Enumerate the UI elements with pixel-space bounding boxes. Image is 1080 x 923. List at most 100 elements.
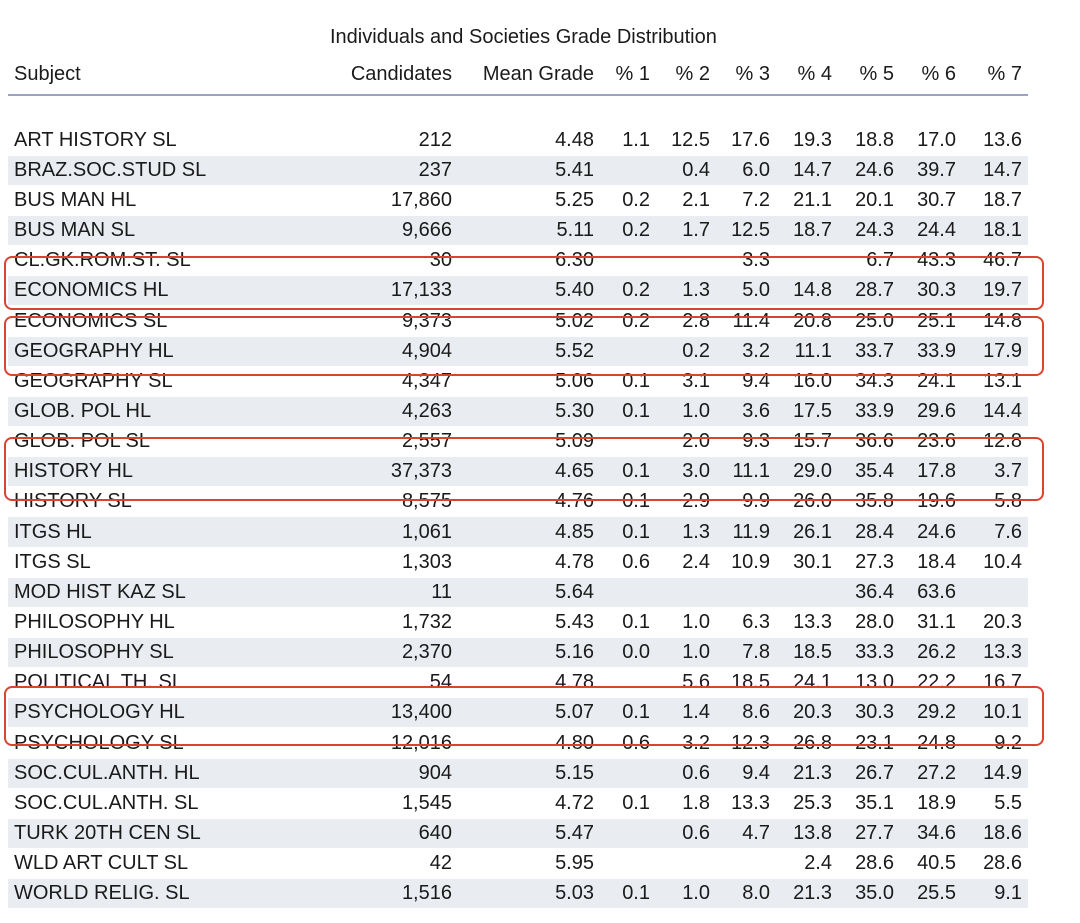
value-cell: 3.2	[716, 336, 776, 367]
value-cell: 4.76	[458, 486, 600, 518]
value-cell	[600, 818, 656, 850]
value-cell: 18.5	[716, 667, 776, 699]
value-cell	[656, 577, 716, 608]
value-cell: 25.0	[838, 305, 900, 337]
value-cell: 2.4	[656, 547, 716, 578]
value-cell: 29.2	[900, 697, 962, 729]
value-cell: 0.2	[600, 185, 656, 217]
value-cell: 29.6	[900, 396, 962, 428]
value-cell: 54	[268, 667, 458, 699]
value-cell: 0.1	[600, 607, 656, 639]
value-cell: 5.16	[458, 637, 600, 669]
value-cell: 46.7	[962, 245, 1028, 277]
value-cell: 22.2	[900, 667, 962, 699]
value-cell: 6.7	[838, 245, 900, 277]
subject-cell: PHILOSOPHY HL	[8, 607, 268, 639]
value-cell	[716, 577, 776, 608]
subject-cell: ECONOMICS HL	[8, 275, 268, 307]
value-cell: 10.4	[962, 547, 1028, 578]
grade-distribution-table: Subject Candidates Mean Grade % 1 % 2 % …	[8, 54, 1028, 910]
value-cell: 5.8	[962, 486, 1028, 518]
value-cell: 4.65	[458, 456, 600, 488]
value-cell: 9.9	[716, 486, 776, 518]
table-row: GLOB. POL SL 2,557 5.09 2.0 9.3 15.7 36.6 23.6 1…	[8, 426, 1028, 458]
value-cell: 15.7	[776, 426, 838, 458]
value-cell: 0.0	[600, 637, 656, 669]
value-cell: 26.2	[900, 637, 962, 669]
value-cell	[600, 426, 656, 458]
table-row: ITGS HL 1,061 4.85 0.1 1.3 11.9 26.1 28.4 24.6 7.…	[8, 516, 1028, 548]
value-cell: 0.1	[600, 366, 656, 397]
col-header-pct-1: % 1	[615, 62, 650, 85]
value-cell: 4.48	[458, 125, 600, 156]
value-cell: 4,347	[268, 366, 458, 397]
value-cell: 3.0	[656, 456, 716, 488]
table-row: HISTORY HL 37,373 4.65 0.1 3.0 11.1 29.0 35.4 17…	[8, 456, 1028, 488]
value-cell: 19.3	[776, 125, 838, 156]
value-cell: 0.1	[600, 486, 656, 518]
value-cell: 5.25	[458, 185, 600, 217]
value-cell: 14.8	[962, 305, 1028, 337]
value-cell: 24.6	[900, 516, 962, 548]
table-row: GEOGRAPHY SL 4,347 5.06 0.1 3.1 9.4 16.0 34.3 24…	[8, 366, 1028, 397]
table-row: HISTORY SL 8,575 4.76 0.1 2.9 9.9 26.0 35.8 19.6…	[8, 486, 1028, 518]
value-cell: 30	[268, 245, 458, 277]
value-cell: 11	[268, 577, 458, 608]
col-header-candidates: Candidates	[350, 62, 452, 85]
value-cell: 17,860	[268, 185, 458, 217]
value-cell: 1.0	[656, 637, 716, 669]
value-cell: 25.3	[776, 788, 838, 819]
value-cell: 0.2	[600, 305, 656, 337]
table-row: MOD HIST KAZ SL 11 5.64 36.4 63.6	[8, 577, 1028, 608]
subject-cell: PSYCHOLOGY SL	[8, 727, 268, 759]
value-cell: 18.4	[900, 547, 962, 578]
table-row: WLD ART CULT SL 42 5.95 2.4 28.6 40.5 28.6	[8, 848, 1028, 880]
value-cell: 10.1	[962, 697, 1028, 729]
value-cell: 24.4	[900, 215, 962, 247]
table-row: PSYCHOLOGY SL 12,016 4.80 0.6 3.2 12.3 26.8 23.…	[8, 727, 1028, 759]
value-cell: 13.3	[716, 788, 776, 819]
value-cell: 27.2	[900, 758, 962, 789]
value-cell: 5.52	[458, 336, 600, 367]
subject-cell: PSYCHOLOGY HL	[8, 697, 268, 729]
value-cell: 0.1	[600, 396, 656, 428]
value-cell: 40.5	[900, 848, 962, 880]
value-cell: 0.6	[656, 818, 716, 850]
value-cell: 1,303	[268, 547, 458, 578]
value-cell: 11.1	[716, 456, 776, 488]
value-cell: 43.3	[900, 245, 962, 277]
value-cell: 5.0	[716, 275, 776, 307]
col-header-pct-7: % 7	[987, 62, 1022, 85]
value-cell: 6.0	[716, 155, 776, 186]
value-cell: 24.1	[776, 667, 838, 699]
value-cell: 5.03	[458, 878, 600, 910]
value-cell: 3.7	[962, 456, 1028, 488]
value-cell: 12,016	[268, 727, 458, 759]
subject-cell: ECONOMICS SL	[8, 305, 268, 337]
value-cell	[600, 336, 656, 367]
value-cell	[600, 577, 656, 608]
value-cell: 640	[268, 818, 458, 850]
value-cell: 18.7	[776, 215, 838, 247]
value-cell	[656, 245, 716, 277]
value-cell: 1,732	[268, 607, 458, 639]
table-row: ITGS SL 1,303 4.78 0.6 2.4 10.9 30.1 27.3 18.4 10…	[8, 547, 1028, 578]
value-cell: 28.6	[962, 848, 1028, 880]
value-cell	[776, 245, 838, 277]
value-cell: 904	[268, 758, 458, 789]
table-row: SOC.CUL.ANTH. HL 904 5.15 0.6 9.4 21.3 26.7 27.…	[8, 758, 1028, 789]
value-cell: 12.3	[716, 727, 776, 759]
value-cell: 17.8	[900, 456, 962, 488]
value-cell: 0.2	[656, 336, 716, 367]
value-cell: 1.0	[656, 396, 716, 428]
value-cell: 0.6	[600, 547, 656, 578]
value-cell: 11.4	[716, 305, 776, 337]
value-cell: 39.7	[900, 155, 962, 186]
value-cell: 5.95	[458, 848, 600, 880]
value-cell: 11.1	[776, 336, 838, 367]
value-cell: 237	[268, 155, 458, 186]
value-cell: 4.80	[458, 727, 600, 759]
value-cell: 27.3	[838, 547, 900, 578]
value-cell: 4,904	[268, 336, 458, 367]
value-cell: 33.7	[838, 336, 900, 367]
